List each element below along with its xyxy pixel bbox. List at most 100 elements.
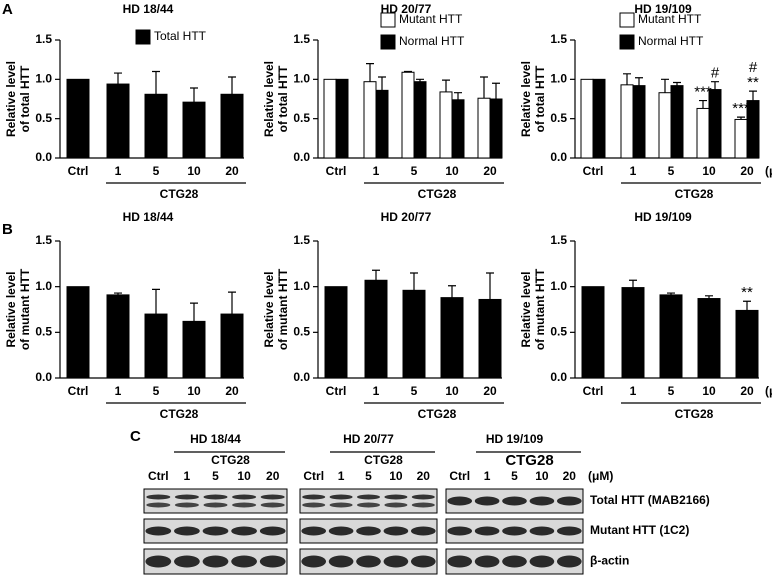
x-tick-label: 5 <box>668 384 675 398</box>
blot-group-title: HD 18/44 <box>190 432 241 446</box>
y-tick-label: 1.0 <box>35 72 52 86</box>
chart-title: HD 18/44 <box>123 2 174 16</box>
panel-letter: B <box>2 221 13 238</box>
bar <box>182 101 206 159</box>
bar <box>413 81 427 159</box>
blot-band <box>474 555 500 568</box>
x-tick-label: 1 <box>115 384 122 398</box>
error-bar <box>743 300 751 311</box>
error-bar <box>410 272 418 291</box>
legend-label: Total HTT <box>154 29 207 43</box>
bar <box>439 91 453 159</box>
blot-band <box>232 494 257 500</box>
x-tick-label: Ctrl <box>326 164 347 178</box>
y-tick-label: 0.5 <box>550 325 567 339</box>
blot-band <box>174 526 200 536</box>
lane-label: 5 <box>365 469 372 483</box>
error-bar <box>448 285 456 298</box>
y-tick-label: 0.5 <box>293 111 310 125</box>
legend-swatch <box>380 34 396 50</box>
blot-band <box>383 526 409 536</box>
legend-label: Mutant HTT <box>399 12 463 26</box>
y-axis-label: of mutant HTT <box>18 268 32 350</box>
lane-label: 1 <box>184 469 191 483</box>
blot-band <box>145 555 172 568</box>
lane-label: 10 <box>389 469 403 483</box>
error-bar <box>749 90 757 101</box>
error-bar <box>629 279 637 288</box>
y-axis-label: of mutant HTT <box>276 268 290 350</box>
blot-band <box>410 526 436 536</box>
blot-band <box>329 494 353 500</box>
x-axis-label: CTG28 <box>418 187 457 201</box>
blot-band <box>356 555 381 568</box>
lane-label: Ctrl <box>303 469 324 483</box>
error-bar <box>699 99 707 109</box>
bar <box>621 287 645 379</box>
y-tick-label: 0.0 <box>550 370 567 384</box>
blot-frame <box>299 488 438 514</box>
blot-band <box>356 494 381 500</box>
blot-frame <box>143 488 288 514</box>
x-tick-label: Ctrl <box>68 164 89 178</box>
blot-band <box>383 555 409 568</box>
error-bar <box>673 81 681 86</box>
bar <box>375 89 389 159</box>
chart-title: HD 18/44 <box>123 210 174 224</box>
legend-label: Mutant HTT <box>638 12 702 26</box>
error-bar <box>404 70 412 73</box>
x-tick-label: Ctrl <box>326 384 347 398</box>
blot-band <box>529 555 555 568</box>
significance-label: # <box>749 59 758 76</box>
y-axis-label: of total HTT <box>533 65 547 132</box>
bar <box>364 279 388 379</box>
legend-swatch <box>619 34 635 50</box>
y-axis-label: Relative level <box>262 61 276 137</box>
bar <box>440 297 464 379</box>
blot-band <box>356 526 381 536</box>
bar <box>106 83 130 159</box>
blot-row-label: Total HTT (MAB2166) <box>590 493 710 507</box>
bar <box>66 286 90 379</box>
lane-label: 10 <box>535 469 549 483</box>
blot-unit: (μM) <box>588 469 613 483</box>
bar <box>324 286 348 379</box>
error-bar <box>152 288 160 315</box>
blot-band <box>328 555 354 568</box>
blot-band <box>202 526 229 536</box>
y-axis-label: of total HTT <box>276 65 290 132</box>
blot-band <box>146 502 171 508</box>
error-bar <box>661 78 669 93</box>
blot-band <box>529 526 555 536</box>
lane-label: Ctrl <box>148 469 169 483</box>
chart-title: HD 19/109 <box>634 2 692 16</box>
blot-band <box>301 526 327 536</box>
x-tick-label: Ctrl <box>583 384 604 398</box>
y-tick-label: 1.5 <box>293 32 310 46</box>
blot-row-label: β-actin <box>590 554 629 568</box>
blot-band <box>174 555 200 568</box>
error-bar <box>190 302 198 322</box>
error-bar <box>705 295 713 299</box>
y-tick-label: 0.5 <box>35 325 52 339</box>
blot-band <box>447 496 473 506</box>
panel-letter: C <box>130 428 141 445</box>
bar <box>144 313 168 379</box>
treatment-label: CTG28 <box>505 452 553 469</box>
x-tick-label: 1 <box>373 384 380 398</box>
blot-band <box>302 494 326 500</box>
lane-label: 5 <box>511 469 518 483</box>
x-unit: (μM) <box>765 164 772 178</box>
blot-band <box>411 502 435 508</box>
bar <box>220 93 244 159</box>
blot-band <box>502 496 527 506</box>
bar <box>335 78 349 159</box>
blot-band <box>556 555 582 568</box>
error-bar <box>228 291 236 315</box>
lane-label: 20 <box>266 469 280 483</box>
legend-swatch <box>619 12 635 28</box>
y-tick-label: 1.5 <box>550 32 567 46</box>
error-bar <box>480 76 488 99</box>
bar <box>489 98 503 159</box>
